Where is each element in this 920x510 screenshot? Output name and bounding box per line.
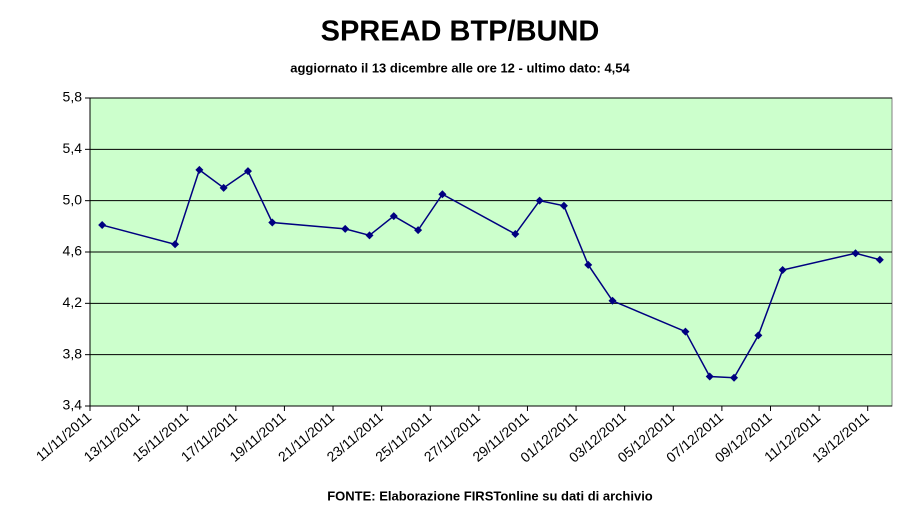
y-tick-label: 3,4 bbox=[63, 397, 83, 413]
data-point bbox=[195, 165, 204, 174]
data-point bbox=[875, 255, 884, 264]
data-point bbox=[851, 249, 860, 258]
y-tick-label: 4,2 bbox=[63, 294, 83, 310]
y-tick-label: 5,8 bbox=[63, 89, 83, 105]
data-point bbox=[98, 221, 107, 230]
y-tick-label: 4,6 bbox=[63, 243, 83, 259]
chart-title: SPREAD BTP/BUND bbox=[321, 16, 600, 48]
data-point bbox=[389, 212, 398, 221]
data-point bbox=[608, 296, 617, 305]
y-tick-label: 5,4 bbox=[63, 140, 83, 156]
y-tick-label: 3,8 bbox=[63, 345, 83, 361]
y-tick-label: 5,0 bbox=[63, 191, 83, 207]
data-point bbox=[171, 240, 180, 249]
data-point bbox=[219, 183, 228, 192]
data-point bbox=[414, 226, 423, 235]
data-point bbox=[535, 196, 544, 205]
data-point bbox=[559, 201, 568, 210]
data-point bbox=[511, 230, 520, 239]
data-point bbox=[365, 231, 374, 240]
data-point bbox=[584, 260, 593, 269]
data-point bbox=[341, 224, 350, 233]
data-point bbox=[243, 167, 252, 176]
source-note: FONTE: Elaborazione FIRSTonline su dati … bbox=[327, 488, 653, 503]
data-point bbox=[268, 218, 277, 227]
data-point bbox=[754, 331, 763, 340]
data-point bbox=[438, 190, 447, 199]
data-point bbox=[778, 265, 787, 274]
data-point bbox=[681, 327, 690, 336]
data-point bbox=[730, 373, 739, 382]
data-point bbox=[705, 372, 714, 381]
chart-subtitle: aggiornato il 13 dicembre alle ore 12 - … bbox=[290, 60, 630, 75]
